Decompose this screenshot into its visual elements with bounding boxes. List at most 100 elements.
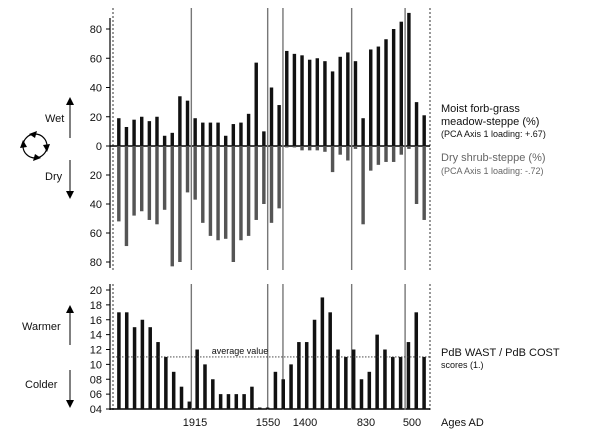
moist-bar (315, 58, 320, 146)
moist-bar (361, 118, 365, 146)
moist-bar (124, 126, 129, 146)
pdb-score-bar (273, 371, 278, 409)
dry-bar (162, 146, 167, 210)
warmer-colder-indicator: Warmer Colder (22, 305, 74, 408)
down-arrow-icon (66, 191, 74, 199)
moist-bar (239, 122, 243, 146)
dry-bar (338, 146, 342, 155)
moist-bar (262, 131, 266, 146)
dry-bar (353, 146, 358, 149)
pdb-score-bar (203, 364, 207, 409)
moist-bar (178, 96, 182, 146)
up-arrow-icon (66, 97, 74, 105)
pdb-score-bar (234, 394, 239, 409)
top-y-tick-label: 80 (90, 24, 102, 36)
moist-bar (185, 100, 190, 146)
dry-bar (414, 146, 419, 204)
bottom-y-tick-label: 14 (90, 330, 102, 342)
pdb-score-bar (148, 327, 152, 409)
colder-label: Colder (25, 379, 58, 391)
x-tick-1915: 1915 (183, 417, 207, 429)
average-value-label: average value (212, 346, 269, 356)
dry-bar (323, 146, 327, 152)
dry-bar (361, 146, 365, 225)
moist-label-line1: Moist forb-grass (441, 103, 520, 115)
moist-label-line2: meadow-steppe (%) (441, 116, 539, 128)
dry-bar (315, 146, 320, 151)
pdb-score-bar (250, 386, 254, 409)
dry-bar (185, 146, 190, 193)
moist-bar (277, 105, 281, 146)
pdb-score-bar (226, 394, 231, 409)
pdb-score-bar (164, 356, 168, 409)
bottom-y-tick-label: 18 (90, 300, 102, 312)
moist-bar (155, 116, 159, 146)
moist-bar (384, 39, 388, 146)
x-axis-title: Ages AD (441, 417, 484, 429)
dry-bar (346, 146, 350, 161)
dry-bar (239, 146, 243, 241)
moist-bar (407, 12, 411, 146)
moist-bar (246, 113, 251, 146)
bottom-y-tick-label: 04 (90, 404, 102, 416)
bottom-y-tick-label: 20 (90, 285, 102, 297)
pdb-scores-note: scores (1.) (441, 360, 484, 370)
dry-bar (193, 146, 197, 200)
dry-label: Dry (45, 171, 63, 183)
pdb-score-bar (265, 407, 270, 409)
moist-bar (231, 124, 236, 146)
moist-bar (300, 55, 304, 147)
moist-bar (285, 50, 289, 146)
dry-bar (376, 146, 381, 165)
dry-bar (117, 146, 121, 222)
dry-bar (223, 146, 228, 239)
pdb-score-bar (383, 349, 387, 409)
pdb-score-bar (406, 342, 411, 409)
pdb-score-bar (344, 356, 348, 409)
pdb-score-bar (179, 386, 184, 409)
top-y-tick-label: 80 (90, 257, 102, 269)
bottom-y-tick-label: 16 (90, 315, 102, 327)
pdb-score-bar (211, 379, 215, 409)
moist-bar (254, 62, 258, 147)
x-tick-500: 500 (403, 417, 421, 429)
dry-bar (231, 146, 236, 262)
moist-bar (117, 118, 121, 146)
dry-bar (208, 146, 213, 236)
dry-bar (407, 146, 411, 149)
dry-bar (269, 146, 274, 223)
x-tick-1550: 1550 (256, 417, 280, 429)
x-tick-830: 830 (357, 417, 375, 429)
warmer-label: Warmer (22, 321, 61, 333)
moist-bar (346, 52, 350, 146)
pdb-score-bar (304, 342, 309, 409)
moist-bar (369, 49, 373, 146)
dry-bar (140, 146, 144, 212)
moist-bar (223, 135, 228, 146)
moist-bar (391, 29, 396, 146)
pdb-score-bar (375, 334, 379, 409)
dry-bar (155, 146, 159, 225)
pdb-score-bar (320, 297, 325, 409)
pdb-score-bar (328, 312, 332, 409)
dry-bar (262, 146, 266, 204)
pdb-score-bar (336, 349, 340, 409)
pdb-score-bar (414, 312, 419, 409)
dry-bar (330, 146, 335, 173)
moist-bar (422, 115, 426, 146)
moist-bar (269, 87, 274, 146)
dry-bar (254, 146, 258, 220)
top-y-tick-label: 20 (90, 170, 102, 182)
pdb-score-bar (281, 379, 285, 409)
pdb-score-bar (117, 312, 121, 409)
pdb-series-label: PdB WAST / PdB COST (441, 347, 560, 359)
moist-bar (353, 61, 358, 146)
moist-bar (132, 119, 136, 146)
moist-bar (147, 121, 152, 146)
pdb-score-bar (156, 342, 160, 409)
moist-bar (170, 132, 174, 146)
top-y-tick-label: 40 (90, 199, 102, 211)
warmer-up-arrow-icon (66, 305, 74, 313)
dry-loading-note: (PCA Axis 1 loading: -.72) (441, 166, 544, 176)
